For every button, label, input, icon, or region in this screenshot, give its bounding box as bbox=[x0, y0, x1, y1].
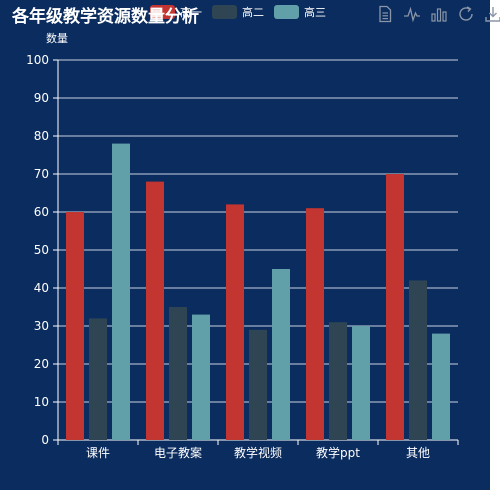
x-tick-label-5: 其他 bbox=[406, 446, 430, 460]
legend-swatch-series-1 bbox=[150, 5, 175, 19]
legend-item-series-3[interactable]: 高三 bbox=[274, 4, 326, 20]
chart-title: 各年级教学资源数量分析 bbox=[12, 7, 199, 27]
y-tick-label-60: 60 bbox=[34, 205, 49, 219]
y-axis-label: 数量 bbox=[46, 32, 68, 45]
x-tick-label-1: 课件 bbox=[86, 446, 110, 460]
y-tick-label-80: 80 bbox=[34, 129, 49, 143]
x-tick-label-2: 电子教案 bbox=[154, 445, 202, 460]
legend-label-series-3: 高三 bbox=[304, 6, 326, 19]
bar-series-2-category-2 bbox=[169, 307, 187, 440]
x-tick-label-3: 教学视频 bbox=[234, 445, 282, 460]
bar-series-2-category-3 bbox=[249, 329, 267, 440]
bar-series-1-category-1 bbox=[66, 212, 84, 440]
bar-series-3-category-5 bbox=[432, 333, 450, 440]
bar-series-2-category-4 bbox=[329, 322, 347, 440]
bar-series-3-category-4 bbox=[352, 326, 370, 440]
legend-label-series-1: 高一 bbox=[180, 6, 202, 19]
bar-chart-icon[interactable] bbox=[430, 5, 448, 23]
y-tick-label-10: 10 bbox=[34, 395, 49, 409]
y-tick-label-30: 30 bbox=[34, 319, 49, 333]
bar-series-1-category-2 bbox=[146, 181, 164, 440]
bar-series-3-category-2 bbox=[192, 314, 210, 440]
legend-item-series-1[interactable]: 高一 bbox=[150, 4, 202, 20]
bar-series-1-category-4 bbox=[306, 208, 324, 440]
toolbox bbox=[376, 5, 500, 23]
bar-series-3-category-3 bbox=[272, 269, 290, 440]
y-tick-label-20: 20 bbox=[34, 357, 49, 371]
legend-swatch-series-2 bbox=[212, 5, 237, 19]
line-chart-icon[interactable] bbox=[403, 5, 421, 23]
restore-icon[interactable] bbox=[457, 5, 475, 23]
page-margin-bottom bbox=[0, 490, 490, 500]
bar-series-3-category-1 bbox=[112, 143, 130, 440]
legend-label-series-2: 高二 bbox=[242, 6, 264, 19]
bar-series-1-category-5 bbox=[386, 174, 404, 440]
y-tick-label-40: 40 bbox=[34, 281, 49, 295]
y-tick-label-70: 70 bbox=[34, 167, 49, 181]
y-tick-label-0: 0 bbox=[41, 433, 49, 447]
legend: 高一 高二 高三 bbox=[150, 4, 336, 20]
bar-series-2-category-5 bbox=[409, 280, 427, 440]
data-view-icon[interactable] bbox=[376, 5, 394, 23]
bar-series-1-category-3 bbox=[226, 204, 244, 440]
legend-item-series-2[interactable]: 高二 bbox=[212, 4, 264, 20]
save-image-icon[interactable] bbox=[484, 5, 500, 23]
legend-swatch-series-3 bbox=[274, 5, 299, 19]
page-margin-right bbox=[490, 0, 500, 500]
y-tick-label-90: 90 bbox=[34, 91, 49, 105]
y-tick-label-50: 50 bbox=[34, 243, 49, 257]
x-tick-label-4: 教学ppt bbox=[316, 445, 360, 460]
y-tick-label-100: 100 bbox=[26, 53, 49, 67]
bar-series-2-category-1 bbox=[89, 318, 107, 440]
